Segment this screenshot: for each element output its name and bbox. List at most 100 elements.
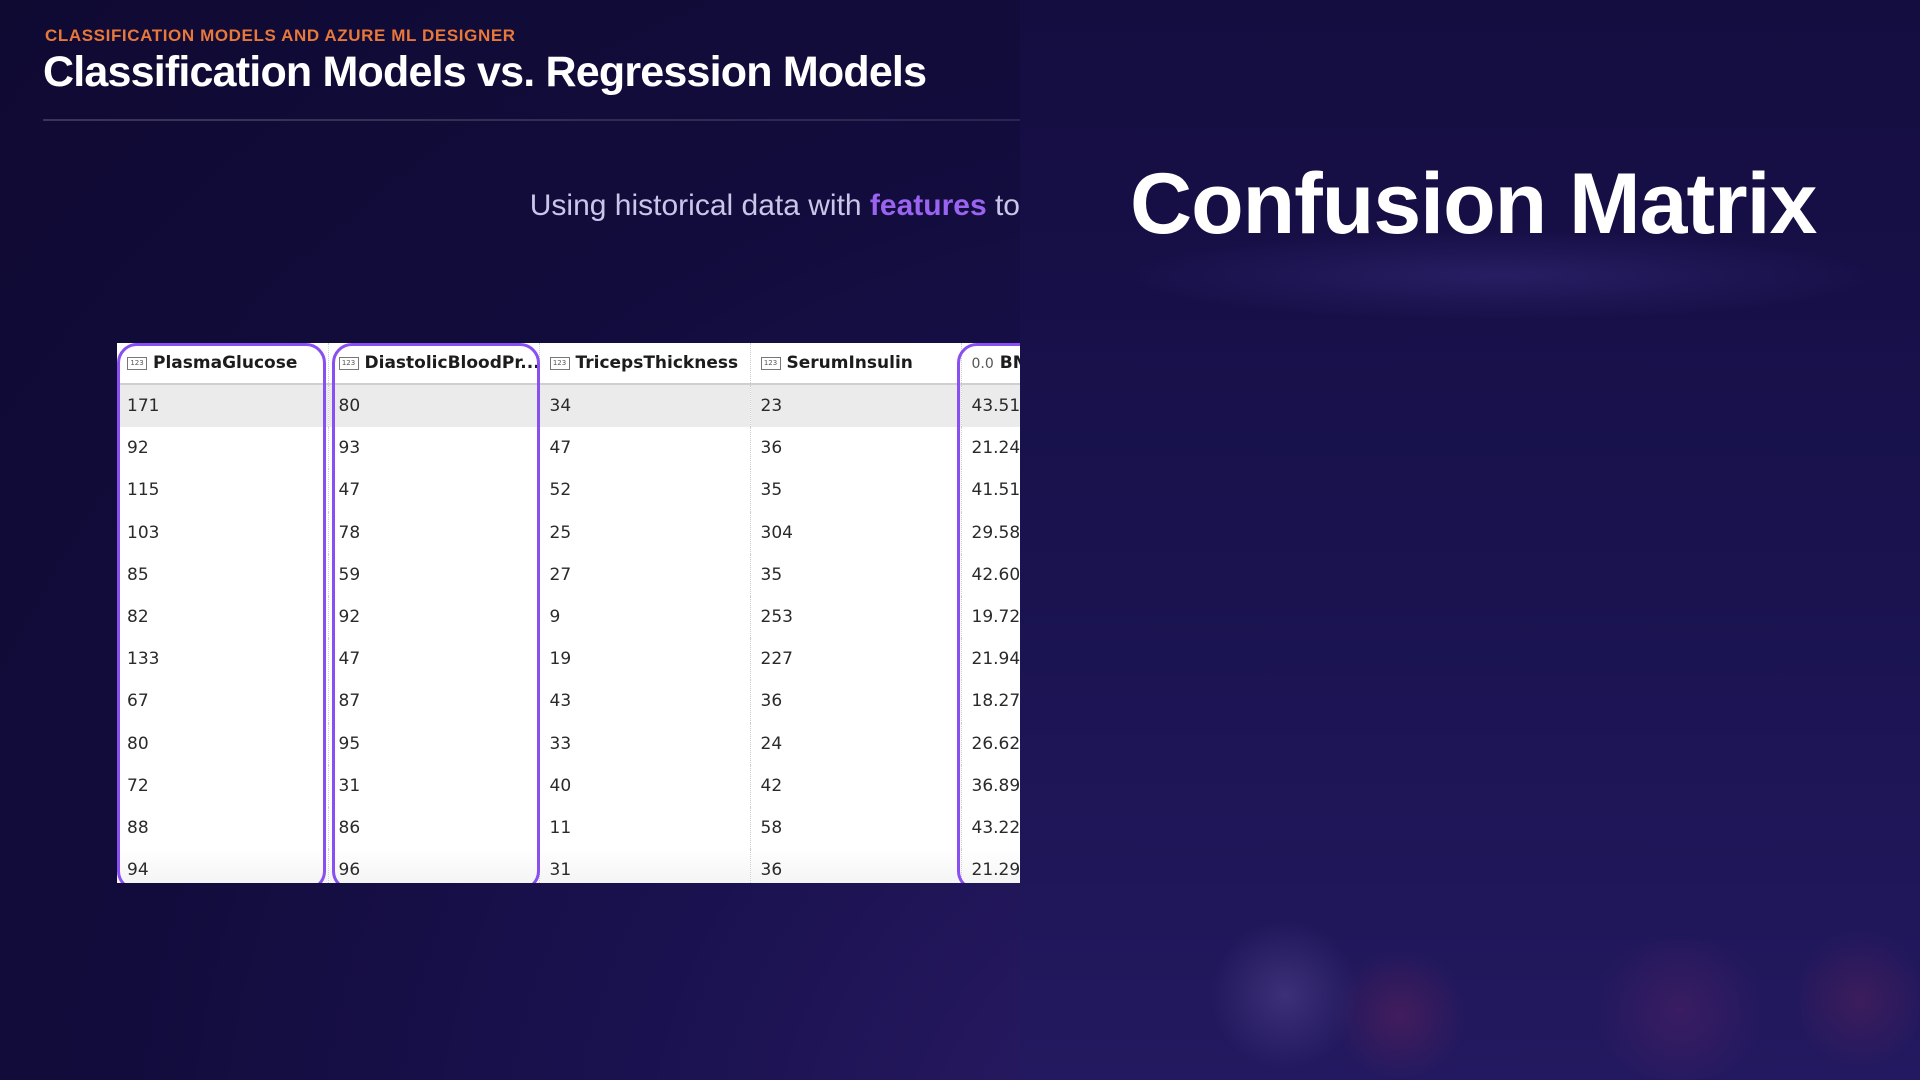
column-header-label: TricepsThickness: [575, 353, 739, 373]
slide-title: Classification Models vs. Regression Mod…: [43, 48, 927, 96]
table-row: 82 92 9 253 19.72: [117, 595, 1021, 639]
table-cell: 72: [117, 764, 329, 807]
table-row: 94 96 31 36 21.29: [117, 849, 1020, 883]
table-cell: 171: [117, 384, 329, 428]
slide-subtitle: Using historical data with features to: [500, 189, 1020, 223]
column-header-label: SerumInsulin: [786, 353, 913, 373]
table-cell: 253: [750, 595, 962, 639]
table-cell: 31: [328, 764, 540, 807]
table-cell: 24: [750, 722, 962, 765]
table-cell: 67: [117, 680, 329, 723]
table-row: 171 80 34 23 43.51: [117, 384, 1020, 428]
title-glow: [1120, 230, 1880, 320]
table-cell: 21.94: [971, 649, 1021, 670]
table-cell: 92: [117, 427, 329, 470]
confusion-matrix-title: Confusion Matrix: [1130, 156, 1817, 252]
column-header-plasmaglucose[interactable]: 123 PlasmaGlucose: [117, 343, 329, 385]
decimal-type-icon: 0.0: [971, 356, 994, 372]
table-cell: 227: [750, 638, 962, 681]
table-cell: 47: [539, 427, 751, 470]
table-cell: 115: [117, 469, 329, 512]
bokeh-light: [1580, 940, 1780, 1080]
table-cell: 35: [750, 469, 962, 512]
table-row: 92 93 47 36 21.24: [117, 427, 1021, 470]
table-cell: 42: [750, 764, 962, 807]
table-cell: 31: [539, 849, 751, 883]
table-cell: 47: [328, 638, 540, 681]
table-cell: 43.22: [971, 817, 1021, 838]
table-cell: 59: [328, 553, 540, 596]
subtitle-prefix: Using historical data with: [529, 189, 870, 222]
column-header-label: PlasmaGlucose: [153, 353, 298, 373]
table-cell: 9: [539, 595, 751, 639]
slide-right-panel: [1020, 0, 1920, 1080]
column-highlight-plasmaglucose: [117, 343, 326, 883]
subtitle-highlight: features: [869, 189, 987, 222]
table-row: 88 86 11 58 43.22: [117, 806, 1021, 850]
table-cell: 78: [328, 511, 540, 554]
table-row: 67 87 43 36 18.27: [117, 680, 1021, 723]
numeric-type-icon: 123: [127, 356, 147, 370]
numeric-type-icon: 123: [549, 356, 570, 370]
table-cell: 43: [539, 680, 751, 723]
table-cell: 47: [328, 469, 540, 512]
table-cell: 25: [539, 511, 751, 554]
title-divider: [43, 119, 1020, 121]
subtitle-suffix: to: [986, 189, 1020, 222]
table-cell: 133: [117, 638, 329, 681]
table-cell: 80: [328, 384, 540, 428]
table-cell: 34: [539, 384, 751, 428]
table-row: 133 47 19 227 21.94: [117, 638, 1021, 681]
table-cell: 43.51: [961, 384, 1020, 428]
bokeh-light: [1330, 950, 1470, 1080]
table-row: 72 31 40 42 36.89: [117, 764, 1020, 807]
table-header-row: 123 PlasmaGlucose 123 DiastolicBloodPr... …: [117, 343, 1020, 385]
dataset-table-screenshot: 123 PlasmaGlucose 123 DiastolicBloodPr... …: [117, 343, 1020, 883]
table-cell: 36: [750, 680, 962, 723]
table-row: 103 78 25 304 29.58: [117, 511, 1021, 554]
table-cell: 36: [750, 849, 962, 883]
table-cell: 27: [539, 553, 751, 596]
table-cell: 19.72: [971, 607, 1021, 628]
table-cell: 42.60: [971, 564, 1021, 585]
table-cell: 19: [539, 638, 751, 681]
table-cell: 40: [539, 764, 751, 807]
column-highlight-diastolic: [332, 343, 540, 883]
table-cell: 35: [750, 553, 962, 596]
slide-left-panel: CLASSIFICATION MODELS AND AZURE ML DESIG…: [43, 26, 1020, 883]
table-row: 80 95 33 24 26.62: [117, 722, 1021, 765]
table-cell: 52: [539, 469, 751, 512]
table-cell: 88: [117, 806, 329, 850]
table-cell: 103: [117, 511, 329, 554]
table-row: 115 47 52 35 41.51: [117, 469, 1021, 512]
column-header-triceps[interactable]: 123 TricepsThickness: [539, 343, 751, 385]
table-cell: 26.62: [971, 733, 1021, 754]
column-header-label: BM: [999, 353, 1020, 373]
table-cell: 96: [328, 849, 540, 883]
bokeh-light: [1800, 920, 1920, 1080]
table-cell: 80: [117, 722, 329, 765]
column-header-diastolic[interactable]: 123 DiastolicBloodPr...: [328, 343, 540, 385]
table-cell: 21.24: [971, 438, 1021, 459]
table-cell: 36: [750, 427, 962, 470]
table-cell: 87: [328, 680, 540, 723]
table-cell: 82: [117, 595, 329, 639]
table-cell: 85: [117, 553, 329, 596]
column-highlight-bmi: [957, 343, 1020, 883]
table-cell: 95: [328, 722, 540, 765]
table-cell: 41.51: [971, 480, 1021, 501]
column-header-seruminsulin[interactable]: 123 SerumInsulin: [750, 343, 962, 385]
table-cell: 33: [539, 722, 751, 765]
numeric-type-icon: 123: [760, 356, 781, 370]
table-cell: 18.27: [971, 691, 1021, 712]
table-cell: 94: [117, 849, 329, 883]
table-cell: 93: [328, 427, 540, 470]
table-cell: 11: [539, 806, 751, 850]
table-cell: 29.58: [971, 522, 1021, 543]
table-cell: 23: [750, 384, 962, 428]
table-cell: 304: [750, 511, 962, 554]
column-header-label: DiastolicBloodPr...: [364, 353, 539, 373]
slide-kicker: CLASSIFICATION MODELS AND AZURE ML DESIG…: [45, 26, 516, 45]
table-cell: 86: [328, 806, 540, 850]
table-row: 85 59 27 35 42.60: [117, 553, 1021, 596]
